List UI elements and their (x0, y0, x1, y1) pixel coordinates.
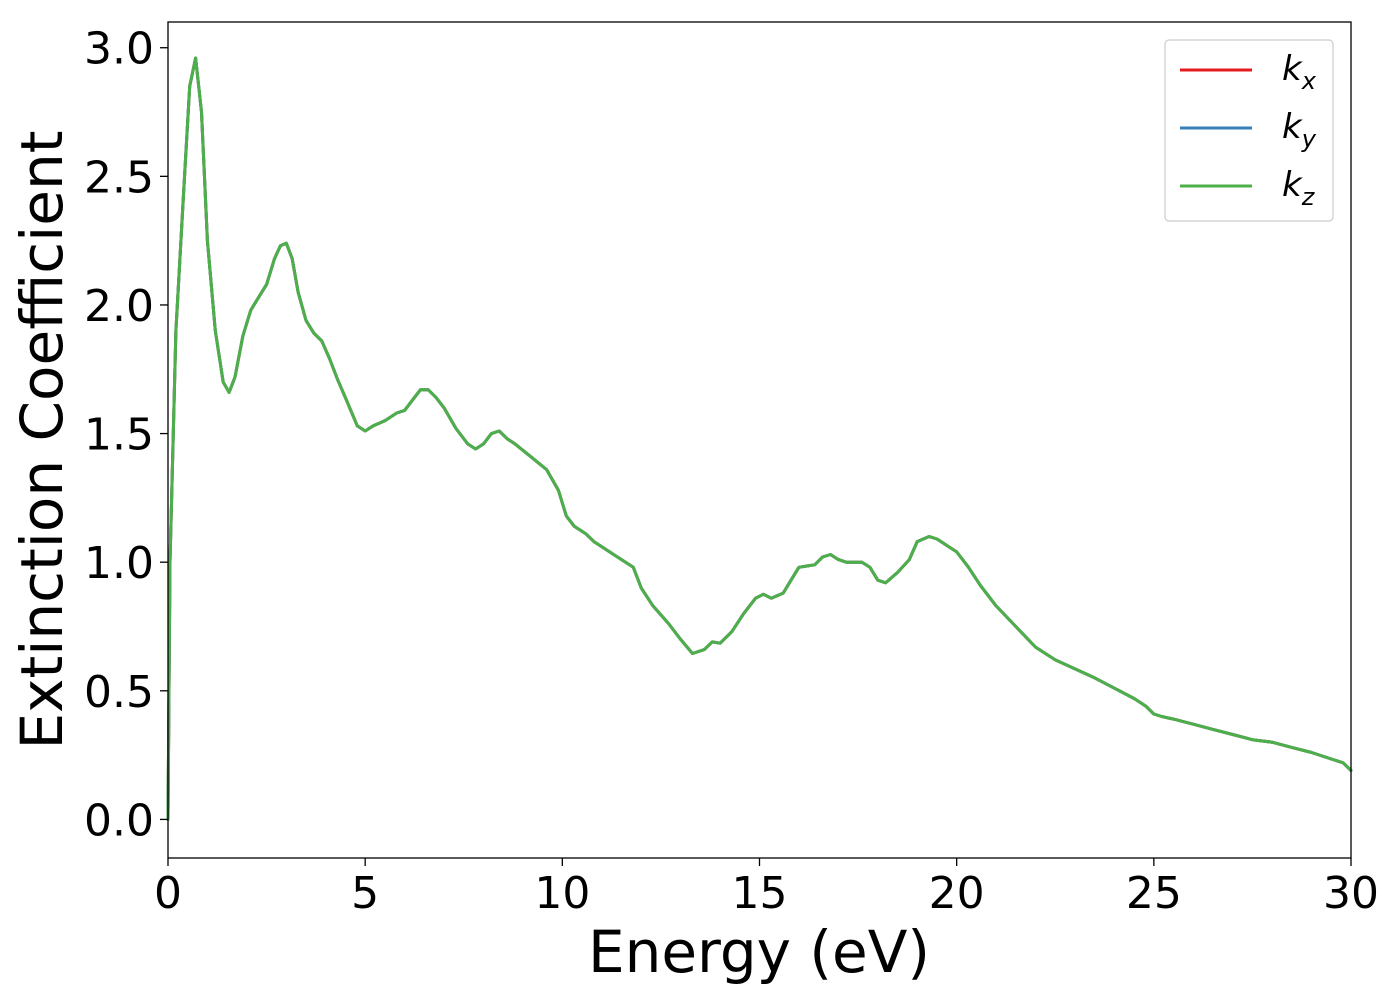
legend-label-main: k (1282, 107, 1303, 147)
y-tick-label: 1.5 (84, 410, 154, 461)
legend-frame (1164, 39, 1334, 222)
legend-label-z: kz (1282, 165, 1316, 211)
legend-label-main: k (1282, 165, 1303, 205)
y-tick-label: 2.0 (84, 281, 154, 332)
legend-label-sub: z (1301, 183, 1316, 211)
y-tick-label: 1.0 (84, 538, 154, 589)
x-tick-label: 5 (351, 868, 379, 919)
y-tick-label: 2.5 (84, 152, 154, 203)
x-axis-label: Energy (eV) (588, 918, 930, 986)
x-tick-label: 30 (1323, 868, 1379, 919)
series-line-z (166, 56, 1353, 821)
legend-label-x: kx (1282, 49, 1317, 95)
x-tick-label: 20 (929, 868, 985, 919)
y-tick-label: 0.0 (84, 795, 154, 846)
x-tick-label: 15 (732, 868, 788, 919)
y-tick-label: 3.0 (84, 24, 154, 75)
legend-label-main: k (1282, 49, 1303, 89)
legend-label-y: ky (1282, 107, 1317, 153)
x-tick-label: 10 (534, 868, 590, 919)
y-axis-label: Extinction Coefficient (8, 131, 76, 750)
x-tick-label: 0 (154, 868, 182, 919)
legend-label-sub: x (1301, 67, 1317, 95)
legend-label-sub: y (1301, 125, 1317, 153)
y-tick-label: 0.5 (84, 667, 154, 718)
x-tick-label: 25 (1126, 868, 1182, 919)
x-axis: 0 5 10 15 20 25 30 (154, 858, 1379, 919)
y-axis: 0.0 0.5 1.0 1.5 2.0 2.5 3.0 (84, 24, 168, 846)
series-layer (166, 56, 1353, 821)
